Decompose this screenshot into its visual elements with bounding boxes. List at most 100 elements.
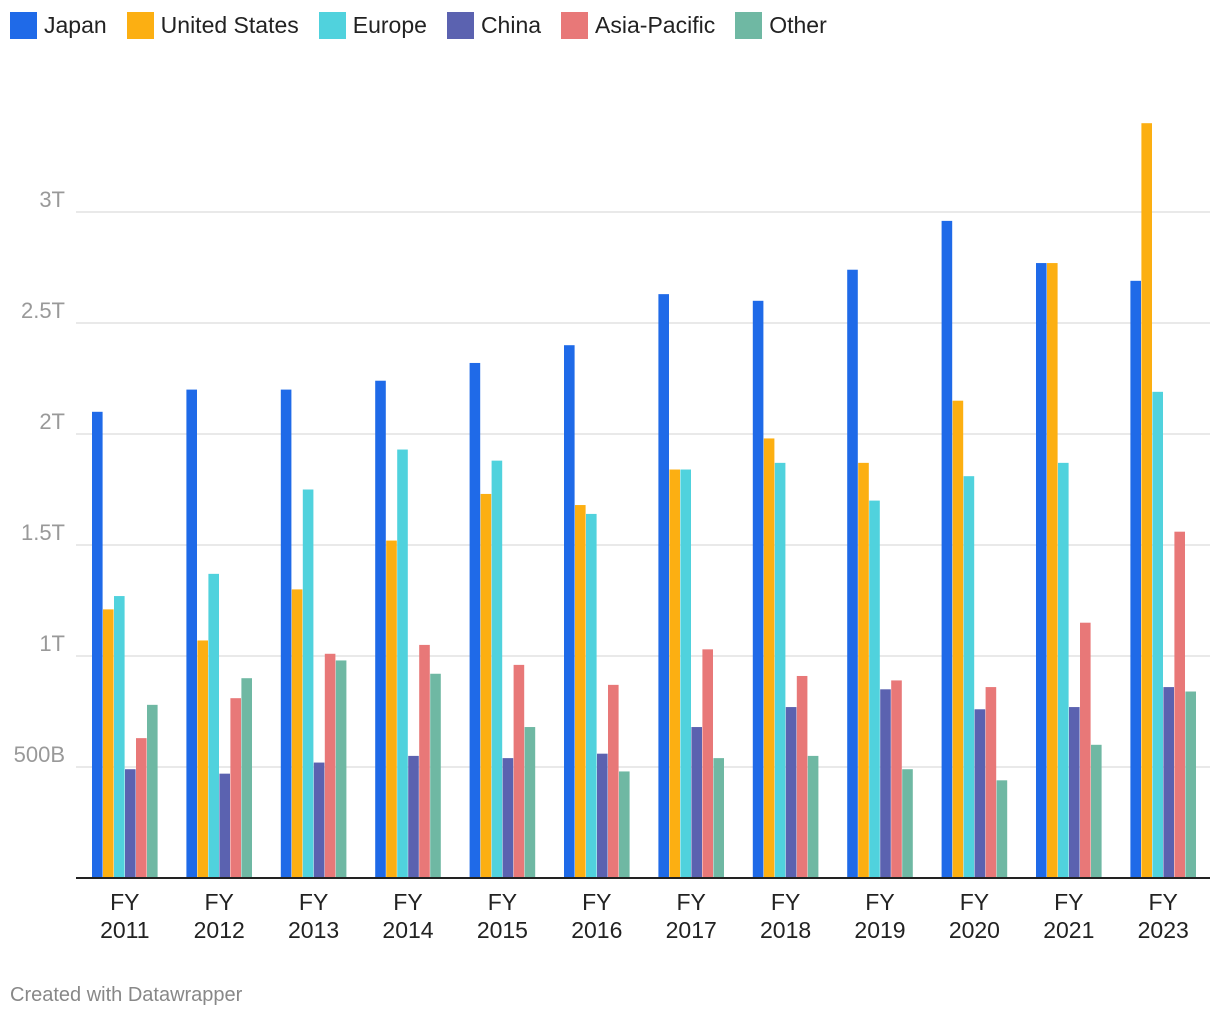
legend-swatch bbox=[735, 12, 763, 39]
bar-europe-fy-2012 bbox=[208, 573, 219, 878]
bar-united-states-fy-2018 bbox=[763, 438, 775, 878]
bar-united-states-fy-2014 bbox=[386, 540, 397, 878]
x-tick-label: 2013 bbox=[288, 917, 339, 943]
bar-other-fy-2019 bbox=[902, 769, 913, 878]
bar-other-fy-2020 bbox=[996, 780, 1008, 878]
bar-asia-pacific-fy-2023 bbox=[1174, 531, 1185, 878]
bar-japan-fy-2023 bbox=[1130, 280, 1141, 878]
x-tick-label: 2015 bbox=[477, 917, 528, 943]
bar-united-states-fy-2011 bbox=[103, 609, 114, 878]
x-tick-label: 2023 bbox=[1138, 917, 1189, 943]
bar-asia-pacific-fy-2017 bbox=[702, 649, 713, 878]
bar-other-fy-2021 bbox=[1091, 744, 1102, 878]
x-tick-label: FY bbox=[110, 889, 139, 915]
bar-europe-fy-2011 bbox=[114, 596, 125, 878]
x-tick-label: 2019 bbox=[854, 917, 905, 943]
x-tick-label: 2011 bbox=[100, 917, 149, 943]
y-tick-label: 500B bbox=[14, 742, 65, 767]
legend-label: China bbox=[480, 12, 542, 38]
bar-europe-fy-2015 bbox=[491, 460, 503, 878]
legend-label: Japan bbox=[44, 12, 107, 38]
bar-europe-fy-2014 bbox=[397, 449, 408, 878]
bar-other-fy-2012 bbox=[241, 678, 252, 878]
legend-item-5: Other bbox=[735, 12, 827, 39]
x-tick-label: FY bbox=[771, 889, 800, 915]
bar-other-fy-2017 bbox=[713, 758, 724, 878]
bar-asia-pacific-fy-2020 bbox=[985, 687, 997, 878]
legend-swatch bbox=[318, 12, 346, 39]
datawrapper-credit: Created with Datawrapper bbox=[10, 984, 243, 1006]
bar-china-fy-2011 bbox=[125, 769, 136, 878]
bar-asia-pacific-fy-2012 bbox=[230, 698, 241, 878]
bar-other-fy-2015 bbox=[524, 727, 536, 878]
x-tick-label: 2012 bbox=[194, 917, 245, 943]
x-tick-label: 2016 bbox=[571, 917, 622, 943]
x-tick-label: FY bbox=[1054, 889, 1083, 915]
bar-china-fy-2018 bbox=[785, 707, 797, 878]
bar-japan-fy-2012 bbox=[186, 389, 197, 878]
x-tick-label: FY bbox=[1149, 889, 1178, 915]
bar-japan-fy-2020 bbox=[941, 220, 953, 878]
bar-europe-fy-2019 bbox=[869, 500, 880, 878]
legend-swatch bbox=[561, 12, 589, 39]
bar-asia-pacific-fy-2013 bbox=[324, 653, 336, 878]
x-tick-label: FY bbox=[960, 889, 989, 915]
bar-other-fy-2016 bbox=[619, 771, 630, 878]
bar-china-fy-2023 bbox=[1163, 687, 1174, 878]
bar-europe-fy-2017 bbox=[680, 469, 691, 878]
y-tick-label: 2T bbox=[39, 409, 65, 434]
x-tick-label: FY bbox=[677, 889, 706, 915]
legend-item-3: China bbox=[446, 12, 542, 39]
bar-japan-fy-2014 bbox=[375, 380, 386, 878]
x-tick-label: FY bbox=[865, 889, 894, 915]
bar-united-states-fy-2020 bbox=[952, 400, 964, 878]
y-tick-label: 2.5T bbox=[21, 298, 65, 323]
x-tick-label: FY bbox=[299, 889, 328, 915]
bar-united-states-fy-2013 bbox=[291, 589, 303, 878]
bar-china-fy-2021 bbox=[1069, 707, 1080, 878]
bar-japan-fy-2021 bbox=[1036, 263, 1047, 878]
legend-label: Europe bbox=[352, 12, 427, 38]
bar-japan-fy-2017 bbox=[658, 294, 669, 878]
bar-china-fy-2017 bbox=[691, 727, 702, 878]
x-tick-label: FY bbox=[488, 889, 517, 915]
bar-united-states-fy-2023 bbox=[1141, 123, 1152, 878]
bar-europe-fy-2021 bbox=[1058, 462, 1069, 878]
bar-united-states-fy-2021 bbox=[1047, 263, 1058, 878]
legend-item-4: Asia-Pacific bbox=[561, 12, 715, 39]
bar-asia-pacific-fy-2015 bbox=[513, 664, 525, 878]
x-tick-label: FY bbox=[393, 889, 422, 915]
bar-united-states-fy-2012 bbox=[197, 640, 208, 878]
legend-swatch bbox=[446, 12, 474, 39]
bar-japan-fy-2015 bbox=[469, 362, 481, 879]
bar-china-fy-2014 bbox=[408, 755, 419, 878]
bar-asia-pacific-fy-2019 bbox=[891, 680, 902, 878]
bar-japan-fy-2018 bbox=[752, 300, 764, 878]
bar-japan-fy-2016 bbox=[564, 345, 575, 878]
bar-other-fy-2018 bbox=[807, 755, 819, 878]
legend-label: United States bbox=[160, 12, 299, 38]
bar-japan-fy-2011 bbox=[92, 411, 103, 878]
bar-europe-fy-2018 bbox=[774, 462, 786, 878]
x-tick-label: 2017 bbox=[666, 917, 717, 943]
legend-swatch bbox=[10, 12, 37, 39]
bar-asia-pacific-fy-2014 bbox=[419, 644, 430, 878]
bar-asia-pacific-fy-2011 bbox=[136, 738, 147, 878]
bar-united-states-fy-2017 bbox=[669, 469, 680, 878]
bar-europe-fy-2020 bbox=[963, 476, 975, 878]
bar-china-fy-2013 bbox=[313, 762, 325, 878]
y-tick-label: 1T bbox=[39, 631, 65, 656]
bar-asia-pacific-fy-2016 bbox=[608, 684, 619, 878]
bar-united-states-fy-2016 bbox=[575, 505, 586, 878]
y-tick-label: 3T bbox=[39, 187, 65, 212]
bar-asia-pacific-fy-2018 bbox=[796, 675, 808, 878]
legend-swatch bbox=[126, 12, 154, 39]
bar-china-fy-2020 bbox=[974, 709, 986, 878]
bar-china-fy-2012 bbox=[219, 773, 230, 878]
legend-item-2: Europe bbox=[318, 12, 427, 39]
legend: Japan United States Europe China Asia-Pacifi… bbox=[10, 12, 847, 39]
bar-europe-fy-2013 bbox=[302, 489, 314, 878]
bar-japan-fy-2013 bbox=[280, 389, 292, 878]
x-tick-label: FY bbox=[582, 889, 611, 915]
